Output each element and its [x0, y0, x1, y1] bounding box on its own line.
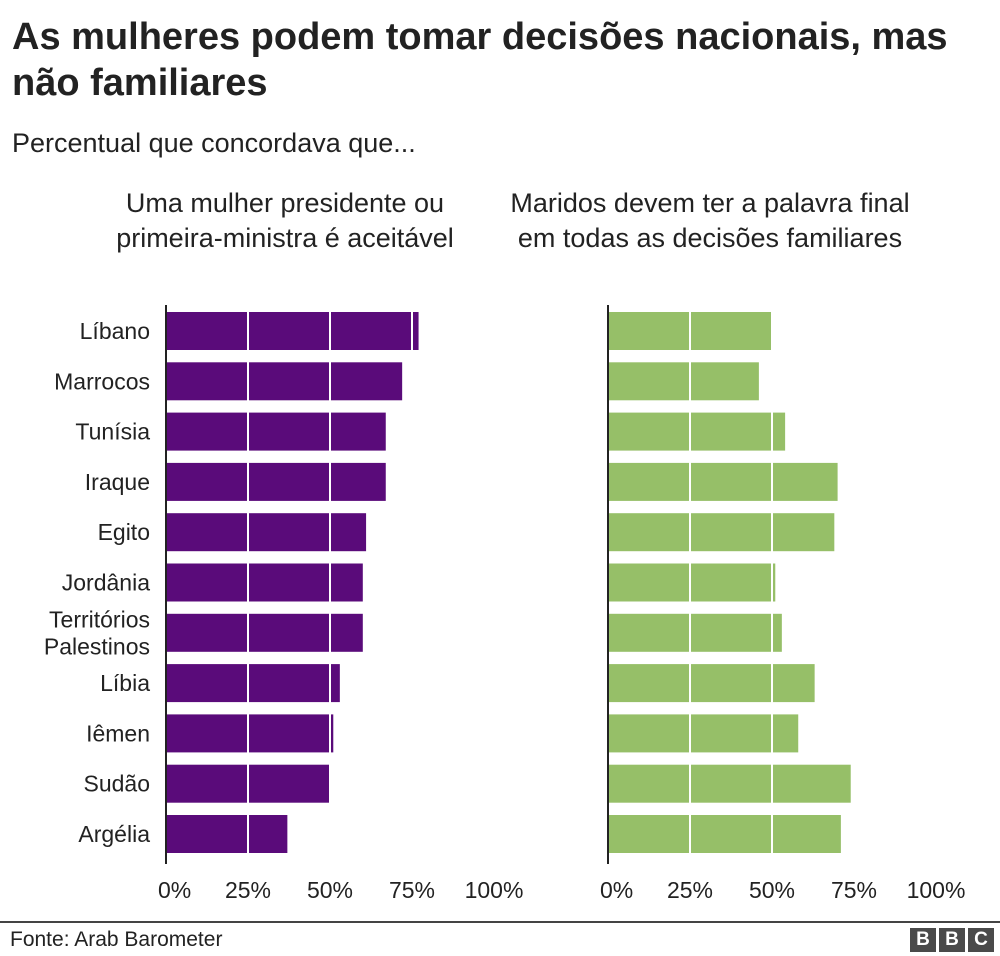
- bbc-logo: B B C: [910, 928, 994, 952]
- bar-right: [608, 664, 815, 703]
- bar-left: [166, 563, 363, 602]
- category-label: Egito: [98, 519, 150, 545]
- right-panel-title: Maridos devem ter a palavra final em tod…: [510, 188, 910, 253]
- bar-right: [608, 462, 838, 501]
- bar-right: [608, 412, 786, 451]
- category-label: Argélia: [78, 821, 150, 847]
- tick-label: 0%: [158, 877, 191, 903]
- bar-left: [166, 412, 386, 451]
- bar-left: [166, 664, 340, 703]
- bar-right: [608, 714, 799, 753]
- tick-label: 75%: [831, 877, 877, 903]
- bar-left: [166, 362, 403, 401]
- bar-chart: 0% 25% 50% 75% 100% 0% 25% 50% 75% 100% Líbano Marr…: [44, 305, 966, 903]
- bar-left: [166, 714, 334, 753]
- tick-label: 50%: [307, 877, 353, 903]
- category-label: Líbano: [80, 318, 150, 344]
- bar-right: [608, 563, 776, 602]
- tick-label: 0%: [600, 877, 633, 903]
- category-label: Sudão: [83, 771, 150, 797]
- tick-label: 75%: [389, 877, 435, 903]
- tick-label: 100%: [907, 877, 966, 903]
- bar-left: [166, 312, 419, 350]
- chart-subtitle: Percentual que concordava que...: [12, 128, 416, 158]
- category-label: Jordânia: [62, 570, 150, 596]
- bar-left: [166, 613, 363, 652]
- tick-label: 50%: [749, 877, 795, 903]
- bbc-logo-letter: C: [968, 928, 994, 952]
- bar-left: [166, 513, 367, 552]
- bar-right: [608, 815, 841, 853]
- category-label: Iêmen: [86, 720, 150, 746]
- bbc-logo-letter: B: [939, 928, 965, 952]
- bbc-logo-letter: B: [910, 928, 936, 952]
- bar-right: [608, 513, 835, 552]
- tick-label: 25%: [225, 877, 271, 903]
- category-label: Iraque: [85, 469, 150, 495]
- category-label: Marrocos: [54, 368, 150, 394]
- category-label: Tunísia: [75, 419, 150, 445]
- category-label: Territórios Palestinos: [44, 606, 150, 659]
- bar-right: [608, 362, 759, 401]
- footer-divider: [0, 921, 1000, 923]
- bar-right: [608, 613, 782, 652]
- category-label: Líbia: [100, 670, 150, 696]
- bar-left: [166, 462, 386, 501]
- source-note: Fonte: Arab Barometer: [10, 928, 223, 951]
- bar-left: [166, 815, 288, 853]
- bar-right: [608, 764, 851, 803]
- left-panel-title: Uma mulher presidente ou primeira-minist…: [116, 188, 454, 253]
- tick-label: 25%: [667, 877, 713, 903]
- chart-title: As mulheres podem tomar decisões naciona…: [12, 16, 948, 104]
- tick-label: 100%: [465, 877, 524, 903]
